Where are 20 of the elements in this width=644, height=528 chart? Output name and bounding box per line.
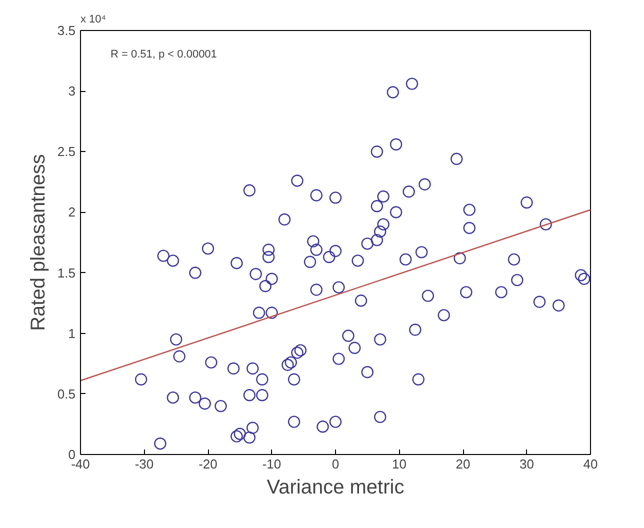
x-tick-label: 30 xyxy=(520,456,534,472)
y-tick-label: 2.5 xyxy=(57,144,76,160)
y-tick-label: 3.5 xyxy=(57,23,76,38)
y-tick-label: 1.5 xyxy=(57,265,76,280)
x-tick-label: 20 xyxy=(456,456,470,472)
x-tick-label: -30 xyxy=(134,456,154,472)
x-tick-label: -10 xyxy=(262,456,282,472)
x-axis-title: Variance metric xyxy=(266,476,404,498)
x-tick-label: 0 xyxy=(332,456,340,472)
annotation: R = 0.51, p < 0.00001 xyxy=(110,48,217,60)
y-tick-label: 3 xyxy=(68,84,76,99)
x-tick-label: 40 xyxy=(583,456,598,472)
text: x 10⁴ xyxy=(80,14,106,26)
y-tick-label: 1 xyxy=(68,326,76,341)
x-tick-label: 10 xyxy=(392,456,406,472)
y-tick-label: 0 xyxy=(68,447,76,462)
y-tick-label: 0.5 xyxy=(57,386,76,402)
y-tick-label: 2 xyxy=(68,204,76,220)
x-tick-label: -20 xyxy=(198,456,218,472)
y-axis-title: Rated pleasantness xyxy=(27,154,50,331)
